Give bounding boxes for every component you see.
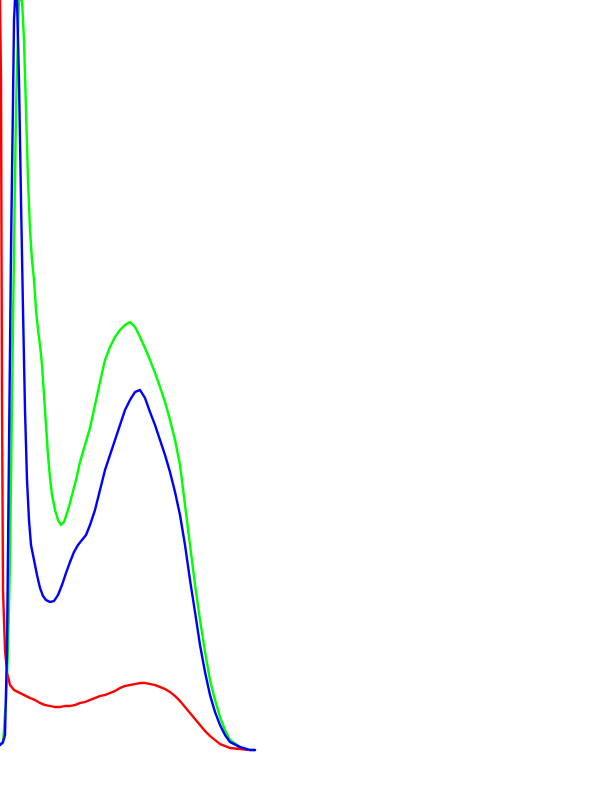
series-line-1 [0, 0, 257, 752]
series-line-0 [0, 0, 257, 752]
series-layer [0, 0, 257, 752]
series-line-2 [0, 0, 257, 752]
